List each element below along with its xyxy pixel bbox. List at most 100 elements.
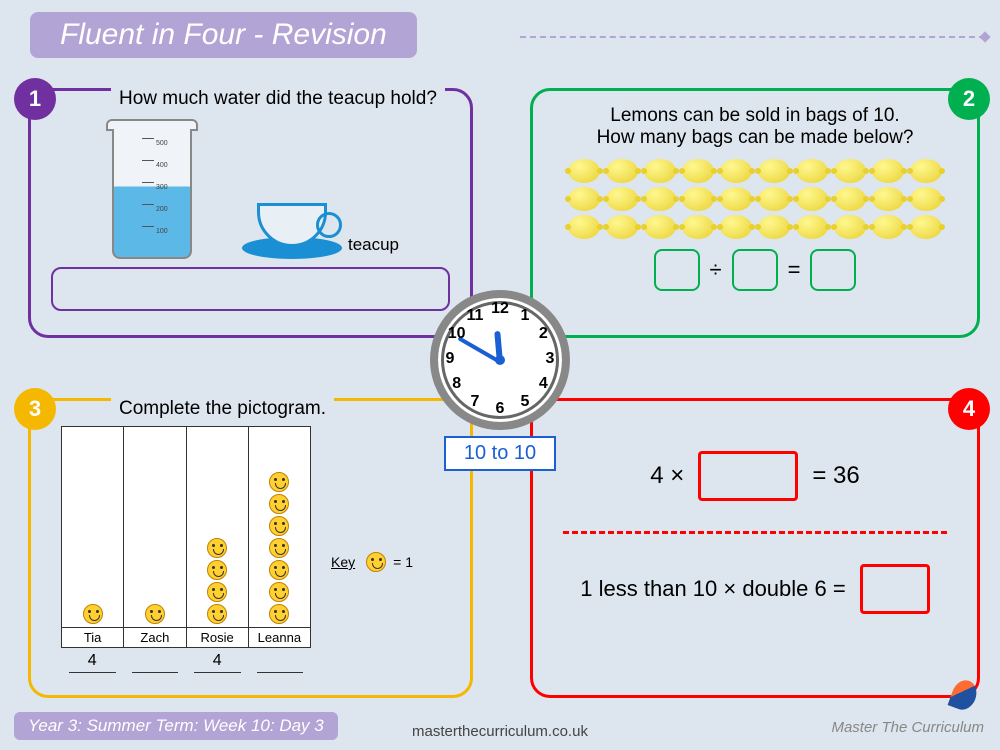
lemon-icon (758, 187, 790, 211)
q1-illustration: 500 400 300 200 100 teacup (31, 114, 470, 259)
lemon-icon (872, 187, 904, 211)
smiley-icon (207, 604, 227, 624)
page-title: Fluent in Four - Revision (30, 12, 417, 58)
pictogram-name: Rosie (187, 628, 249, 647)
pictogram-value[interactable]: 4 (194, 652, 241, 673)
clock-number: 6 (489, 400, 511, 418)
teacup-icon (242, 203, 342, 259)
q3-question: Complete the pictogram. (111, 398, 334, 420)
lemon-icon (796, 159, 828, 183)
q4-equation-1: 4 × = 36 (533, 451, 977, 501)
lemon-icon (644, 159, 676, 183)
pictogram-names: TiaZachRosieLeanna (61, 628, 311, 648)
pictogram-values: 44 (61, 648, 311, 673)
clock-number: 11 (464, 307, 486, 325)
clock-number: 4 (532, 375, 554, 393)
lemon-icon (720, 215, 752, 239)
beaker-tick: 100 (156, 221, 168, 243)
q4-eq1-left: 4 × (650, 462, 684, 490)
pictogram-name: Zach (124, 628, 186, 647)
q2-input-3[interactable] (810, 249, 856, 291)
panel-q1: How much water did the teacup hold? 500 … (28, 88, 473, 338)
smiley-icon (207, 538, 227, 558)
panel-q2: Lemons can be sold in bags of 10. How ma… (530, 88, 980, 338)
lemon-icon (568, 187, 600, 211)
lemon-icon (682, 159, 714, 183)
equals-symbol: = (788, 257, 801, 283)
smiley-icon (83, 604, 103, 624)
logo-icon (952, 680, 972, 716)
badge-3: 3 (14, 388, 56, 430)
footer-info: Year 3: Summer Term: Week 10: Day 3 (14, 712, 338, 740)
lemon-icon (872, 215, 904, 239)
pictogram-value[interactable] (132, 652, 179, 673)
clock-number: 5 (514, 393, 536, 411)
teacup-label: teacup (348, 235, 399, 255)
smiley-icon (269, 560, 289, 580)
smiley-icon (269, 516, 289, 536)
clock-number: 2 (532, 325, 554, 343)
q2-line2: How many bags can be made below? (533, 127, 977, 149)
clock-number: 12 (489, 300, 511, 318)
smiley-icon (207, 582, 227, 602)
q1-answer-box[interactable] (51, 267, 450, 311)
beaker-tick: 400 (156, 155, 168, 177)
clock-label: 10 to 10 (444, 436, 556, 471)
pictogram-name: Tia (62, 628, 124, 647)
smiley-icon (269, 494, 289, 514)
lemon-icon (834, 159, 866, 183)
lemon-icon (796, 215, 828, 239)
lemon-icon (910, 215, 942, 239)
pictogram-column (187, 427, 249, 627)
lemon-icon (758, 215, 790, 239)
beaker-tick: 500 (156, 133, 168, 155)
smiley-icon (269, 472, 289, 492)
beaker-tick: 300 (156, 177, 168, 199)
lemon-icon (644, 215, 676, 239)
pictogram-name: Leanna (249, 628, 310, 647)
footer-url: masterthecurriculum.co.uk (412, 723, 588, 740)
pictogram-value[interactable] (257, 652, 304, 673)
pictogram-column (124, 427, 186, 627)
q4-eq2-text: 1 less than 10 × double 6 = (580, 576, 845, 602)
q4-divider (563, 531, 947, 534)
lemon-icon (834, 187, 866, 211)
logo-text: Master The Curriculum (831, 719, 984, 736)
lemon-icon (644, 187, 676, 211)
beaker-icon: 500 400 300 200 100 (102, 119, 202, 259)
panel-q3: Complete the pictogram. TiaZachRosieLean… (28, 398, 473, 698)
lemon-icon (872, 159, 904, 183)
lemon-icon (720, 187, 752, 211)
pictogram-value[interactable]: 4 (69, 652, 116, 673)
lemon-icon (568, 159, 600, 183)
lemon-icon (682, 215, 714, 239)
beaker-tick: 200 (156, 199, 168, 221)
q2-equation: ÷ = (533, 249, 977, 291)
smiley-icon (269, 538, 289, 558)
lemon-icon (910, 187, 942, 211)
lemon-icon (568, 215, 600, 239)
lemon-icon (606, 187, 638, 211)
smiley-icon (366, 552, 386, 572)
clock-number: 3 (539, 350, 561, 368)
divide-symbol: ÷ (710, 257, 722, 283)
clock-number: 9 (439, 350, 461, 368)
pictogram-key: Key = 1 (331, 551, 413, 573)
q2-input-1[interactable] (654, 249, 700, 291)
clock-center (495, 355, 505, 365)
clock-number: 10 (446, 325, 468, 343)
smiley-icon (207, 560, 227, 580)
lemon-icon (682, 187, 714, 211)
lemon-icon (834, 215, 866, 239)
smiley-icon (269, 604, 289, 624)
clock-number: 7 (464, 393, 486, 411)
lemon-icon (606, 215, 638, 239)
smiley-icon (269, 582, 289, 602)
q4-eq1-right: = 36 (812, 462, 859, 490)
q4-input-1[interactable] (698, 451, 798, 501)
q4-input-2[interactable] (860, 564, 930, 614)
badge-4: 4 (948, 388, 990, 430)
q2-input-2[interactable] (732, 249, 778, 291)
lemon-icon (910, 159, 942, 183)
q1-question: How much water did the teacup hold? (111, 88, 445, 110)
